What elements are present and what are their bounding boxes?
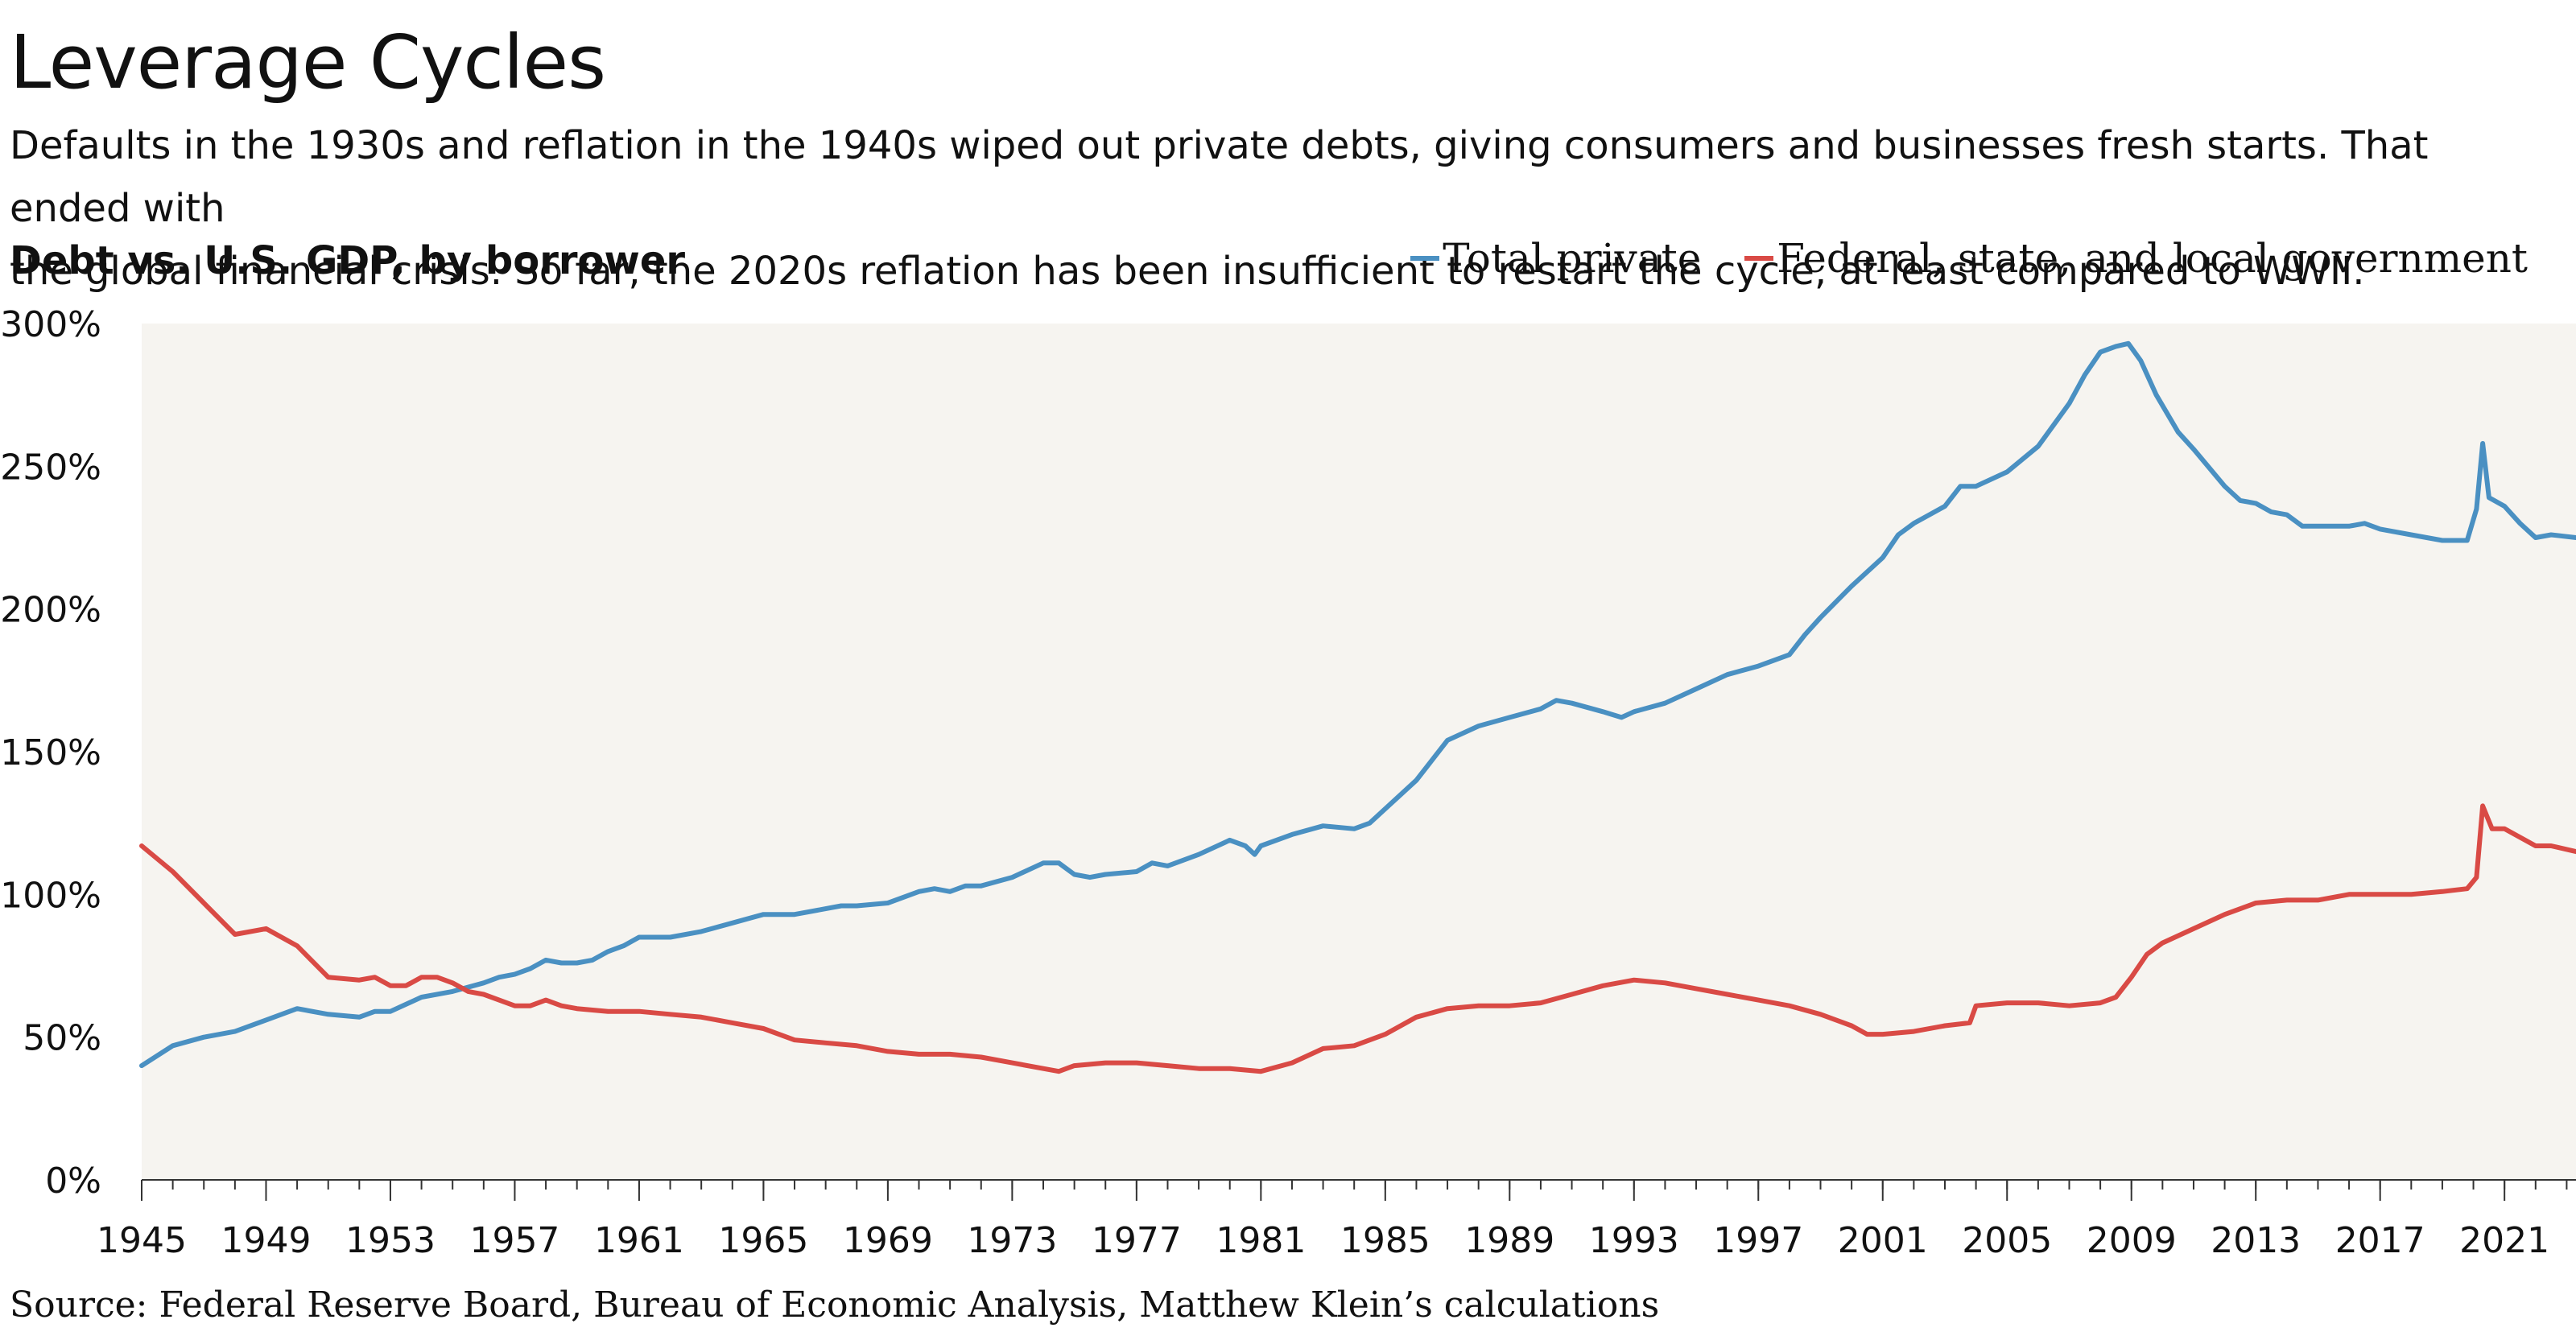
- x-tick-label: 1977: [1092, 1220, 1182, 1261]
- x-tick-label: 1957: [469, 1220, 559, 1261]
- y-tick-label: 300%: [0, 304, 101, 345]
- x-tick-label: 2013: [2211, 1220, 2301, 1261]
- series-line-government: [139, 803, 2576, 1074]
- x-tick-label: 1997: [1713, 1220, 1803, 1261]
- y-tick-label: 200%: [0, 590, 101, 631]
- x-tick-label: 1993: [1589, 1220, 1679, 1261]
- x-tick-label: 1965: [718, 1220, 808, 1261]
- x-tick-label: 2001: [1838, 1220, 1928, 1261]
- legend-swatch-total-private: [1410, 256, 1440, 261]
- y-tick-label: 100%: [0, 875, 101, 916]
- series-line-total-private: [139, 340, 2576, 1069]
- x-tick-label: 1989: [1464, 1220, 1554, 1261]
- chart-label: Debt vs. U.S. GDP, by borrower: [10, 238, 686, 283]
- x-tick-label: 2009: [2087, 1220, 2177, 1261]
- y-axis: 0% 50% 100% 150% 200% 250% 300%: [0, 304, 101, 1202]
- legend-label-total-private: Total private: [1443, 235, 1702, 282]
- legend-item-government[interactable]: Federal, state, and local government: [1744, 235, 2528, 282]
- chart-legend: Total private Federal, state, and local …: [1410, 235, 2528, 282]
- legend-item-total-private[interactable]: Total private: [1410, 235, 1701, 282]
- y-tick-label: 150%: [0, 732, 101, 773]
- x-tick-label: 2005: [1962, 1220, 2052, 1261]
- series-layer: [139, 340, 2576, 1074]
- y-tick-label: 250%: [0, 447, 101, 488]
- source-note: Source: Federal Reserve Board, Bureau of…: [10, 1284, 1660, 1326]
- y-tick-label: 0%: [45, 1161, 101, 1202]
- page-title: Leverage Cycles: [10, 19, 606, 105]
- x-tick-label: 2017: [2335, 1220, 2425, 1261]
- y-tick-label: 50%: [23, 1018, 101, 1059]
- plot-area: [142, 324, 2576, 1180]
- legend-label-government: Federal, state, and local government: [1777, 235, 2528, 282]
- x-tick-label: 1961: [594, 1220, 684, 1261]
- x-tick-label: 1945: [97, 1220, 187, 1261]
- x-tick-label: 1985: [1340, 1220, 1430, 1261]
- legend-swatch-government: [1744, 256, 1774, 261]
- x-tick-label: 1969: [843, 1220, 933, 1261]
- x-tick-label: 1949: [221, 1220, 311, 1261]
- x-axis: 1945 1949 1953 1957 1961 1965 1969 1973 1977 1981…: [97, 1179, 2576, 1261]
- x-tick-label: 1953: [345, 1220, 436, 1261]
- x-tick-label: 1981: [1216, 1220, 1306, 1261]
- x-tick-label: 2021: [2459, 1220, 2549, 1261]
- x-tick-label: 1973: [967, 1220, 1057, 1261]
- page-subtitle: Defaults in the 1930s and reflation in t…: [10, 123, 2429, 294]
